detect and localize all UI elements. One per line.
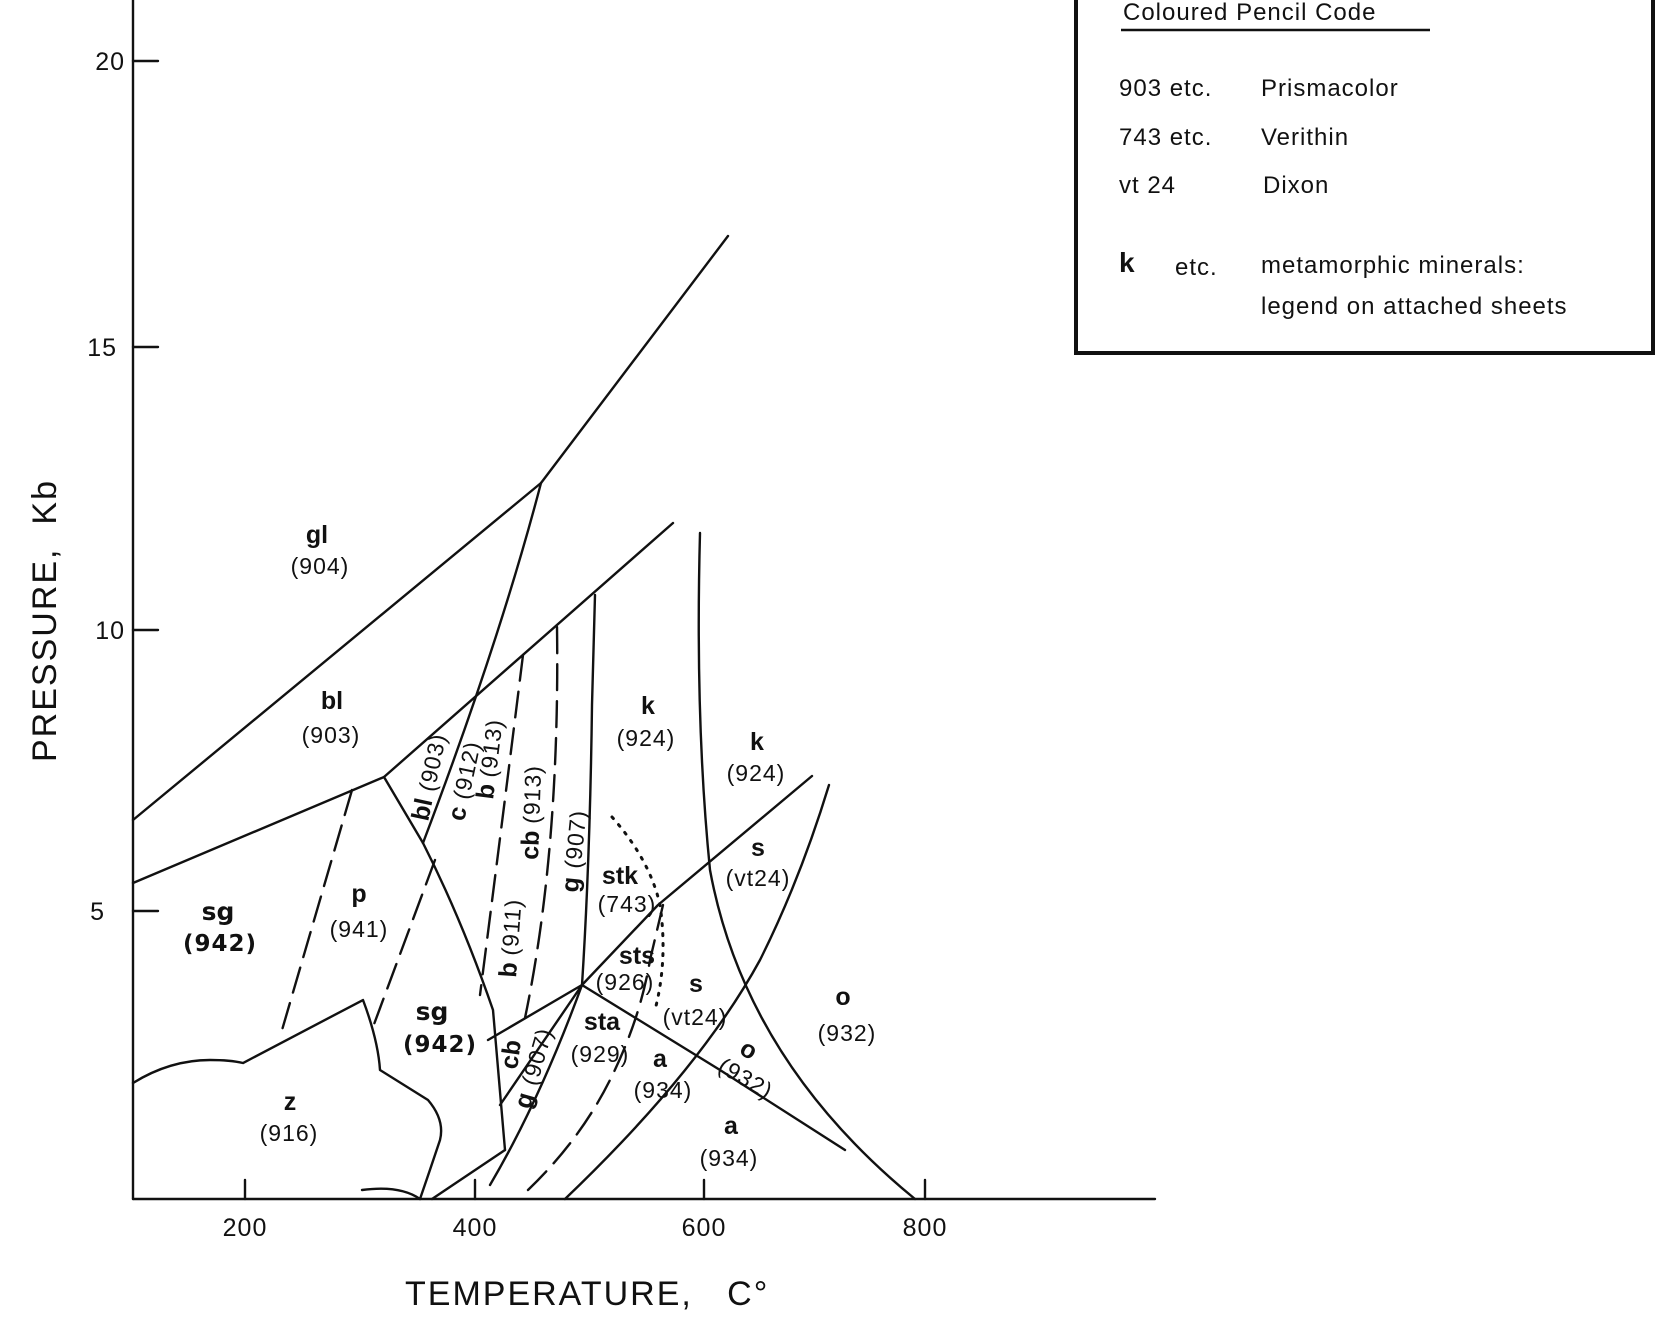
legend-frame <box>1074 0 1655 355</box>
x-tick-label-600: 600 <box>682 1214 727 1242</box>
strip-b-code: b <box>471 782 501 801</box>
legend-mineral-etc: etc. <box>1175 254 1218 281</box>
region-s-upper-code: s <box>751 834 765 862</box>
legend-row-1-brand: Prismacolor <box>1261 75 1399 102</box>
strip-b-lower: b (911) <box>494 898 527 979</box>
strip-g-code: g <box>556 876 585 894</box>
strip-b: b (913) <box>471 717 508 801</box>
y-tick-label-15: 15 <box>87 334 117 362</box>
boundary-s-o <box>563 783 831 1201</box>
region-o-right-num: (932) <box>818 1020 877 1046</box>
strip-cb-code: cb <box>516 830 545 860</box>
axes: 20 15 10 5 200 400 600 800 TEMPERATURE, … <box>26 0 1157 1313</box>
y-tick-label-10: 10 <box>95 617 125 645</box>
region-sg-left-code: sg <box>202 897 235 926</box>
y-tick-label-5: 5 <box>90 898 105 926</box>
x-tick-label-200: 200 <box>223 1214 268 1242</box>
region-a-low-code: a <box>724 1112 739 1140</box>
legend-title: Coloured Pencil Code <box>1123 0 1376 26</box>
boundary-g-sta <box>488 593 597 1187</box>
strip-o-small: o (932) <box>714 1034 778 1104</box>
region-bl-code: bl <box>321 687 343 715</box>
region-labels: gl (904) bl (903) sg (942) p (941) z (91… <box>183 521 877 1171</box>
strip-g-num: (907) <box>560 809 592 870</box>
region-a-low-num: (934) <box>700 1145 759 1171</box>
dashed-cb <box>523 625 559 1020</box>
region-z-num: (916) <box>260 1120 319 1146</box>
region-s-lower-code: s <box>689 970 703 998</box>
region-k-right-code: k <box>750 728 764 756</box>
strip-g-lower-code: g <box>509 1089 540 1111</box>
y-axis-title: PRESSURE, Kb <box>26 479 64 762</box>
region-sg-left-num: (942) <box>183 931 257 957</box>
legend-mineral-line-1: metamorphic minerals: <box>1261 252 1525 279</box>
boundary-sts-s-k <box>580 774 814 987</box>
legend-box: Coloured Pencil Code 903 etc. Prismacolo… <box>1074 0 1655 355</box>
strip-b-lower-code: b <box>494 961 523 978</box>
region-sta-code: sta <box>584 1008 621 1036</box>
region-gl-num: (904) <box>291 553 350 579</box>
dotted-stk-sts <box>610 815 665 1012</box>
x-tick-label-800: 800 <box>903 1214 948 1242</box>
legend-mineral-line-2: legend on attached sheets <box>1261 293 1568 320</box>
legend-row-2-brand: Verithin <box>1261 124 1349 151</box>
region-sta-num: (929) <box>571 1041 630 1067</box>
region-sts-num: (926) <box>596 969 655 995</box>
region-a-mid-num: (934) <box>634 1077 693 1103</box>
legend-row-1-code: 903 etc. <box>1119 75 1212 102</box>
region-stk-code: stk <box>602 862 638 890</box>
dashed-p-right <box>371 858 437 1029</box>
region-s-lower-num: (vt24) <box>663 1004 728 1030</box>
region-p-code: p <box>351 880 366 908</box>
solid-boundaries <box>131 234 917 1201</box>
dashed-b-c <box>478 653 525 997</box>
x-tick-label-400: 400 <box>453 1214 498 1242</box>
boundary-line-362 <box>360 1187 422 1201</box>
region-p-num: (941) <box>330 916 389 942</box>
region-sts-code: sts <box>619 942 655 970</box>
region-gl-code: gl <box>306 521 328 549</box>
region-o-right-code: o <box>835 983 850 1011</box>
dashed-a-sta <box>526 903 665 1192</box>
legend-row-3-code: vt 24 <box>1119 172 1176 199</box>
legend-row-2-code: 743 etc. <box>1119 124 1212 151</box>
strip-cb-lower: cb <box>495 1038 527 1071</box>
strip-b-num: (913) <box>475 717 508 778</box>
strip-g-lower-num: (907) <box>516 1025 557 1089</box>
strip-cb: cb (913) <box>516 765 546 861</box>
region-k-right-num: (924) <box>727 760 786 786</box>
boundary-z-top <box>131 998 443 1201</box>
strip-b-lower-num: (911) <box>497 898 527 957</box>
boundary-sta-a-o <box>580 983 847 1152</box>
strip-g: g (907) <box>556 809 592 894</box>
strip-bl-code: bl <box>406 796 438 824</box>
boundary-bl-p-sg <box>382 775 507 1152</box>
region-sg-mid-code: sg <box>416 997 449 1026</box>
legend-mineral-key: k <box>1119 247 1135 278</box>
dashed-p-left <box>278 788 354 1039</box>
region-a-mid-code: a <box>653 1045 668 1073</box>
dashed-boundaries <box>278 625 665 1192</box>
region-s-upper-num: (vt24) <box>726 865 791 891</box>
boundary-k-o-right <box>697 531 917 1201</box>
strip-cb-num: (913) <box>518 765 546 825</box>
region-k-mid-code: k <box>641 692 655 720</box>
y-tick-label-20: 20 <box>95 48 125 76</box>
boundary-bottom-low <box>430 1148 507 1201</box>
region-z-code: z <box>284 1088 297 1116</box>
boundary-steep-left <box>421 481 543 845</box>
region-stk-num: (743) <box>598 891 657 917</box>
strip-c-code: c <box>442 804 472 824</box>
x-axis-title: TEMPERATURE, C° <box>405 1275 769 1313</box>
region-sg-mid-num: (942) <box>403 1032 477 1058</box>
strip-cb-lower-code: cb <box>495 1038 527 1071</box>
region-bl-num: (903) <box>302 722 361 748</box>
region-k-mid-num: (924) <box>617 725 676 751</box>
legend-row-3-brand: Dixon <box>1263 172 1329 199</box>
